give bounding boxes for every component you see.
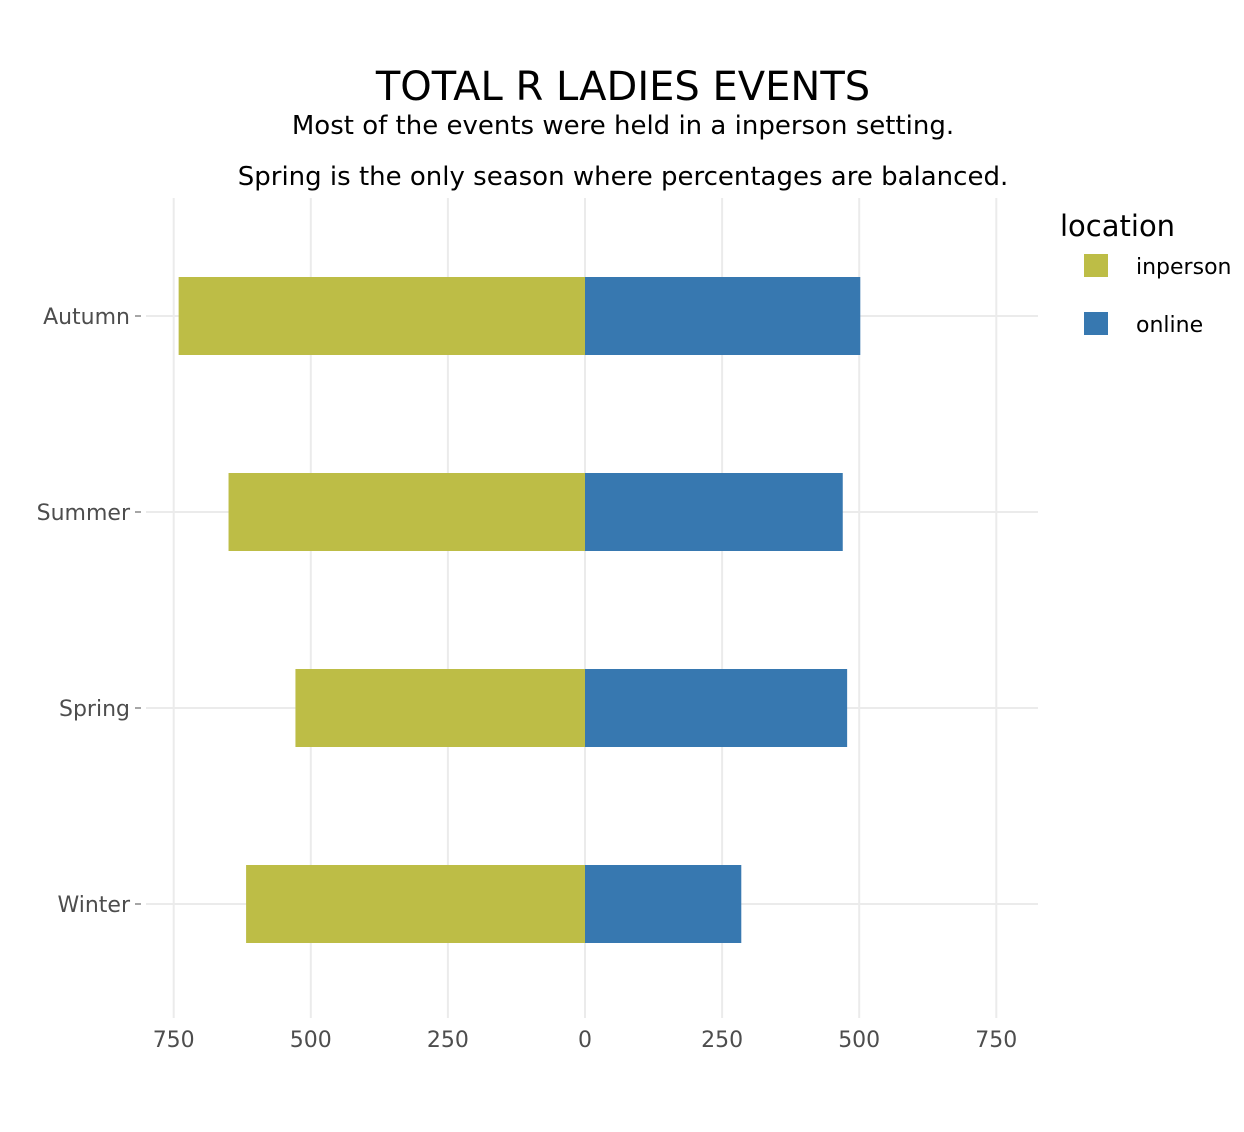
y-axis-tick-labels: Autumn Summer Spring Winter	[37, 305, 141, 918]
bar-online-summer	[585, 473, 843, 551]
chart-title: TOTAL R LADIES EVENTS	[375, 64, 870, 110]
y-tick-label: Spring	[59, 697, 130, 722]
bar-inperson-spring	[295, 669, 585, 747]
x-axis-tick-labels: 750 500 250 0 250 500 750	[153, 1028, 1018, 1053]
x-tick-label: 750	[975, 1028, 1017, 1053]
x-tick-label: 0	[578, 1028, 592, 1053]
y-tick-label: Autumn	[43, 305, 130, 330]
bar-online-spring	[585, 669, 848, 747]
bar-inperson-summer	[228, 473, 586, 551]
x-tick-label: 750	[153, 1028, 195, 1053]
legend-label-online: online	[1136, 313, 1203, 338]
bars	[178, 277, 861, 943]
bar-online-autumn	[585, 277, 861, 355]
legend-swatch-online	[1084, 312, 1108, 335]
bar-inperson-autumn	[178, 277, 585, 355]
y-tick-label: Winter	[57, 893, 130, 918]
legend: location inperson online	[1060, 209, 1231, 338]
x-tick-label: 250	[701, 1028, 743, 1053]
legend-swatch-inperson	[1084, 254, 1108, 277]
bar-online-winter	[585, 865, 742, 943]
y-tick-label: Summer	[37, 501, 131, 526]
x-tick-label: 500	[838, 1028, 880, 1053]
x-tick-label: 500	[290, 1028, 332, 1053]
legend-title: location	[1060, 209, 1175, 243]
bar-inperson-winter	[246, 865, 585, 943]
chart-subtitle-line-1: Most of the events were held in a inpers…	[292, 111, 954, 141]
chart-subtitle-line-2: Spring is the only season where percenta…	[238, 162, 1008, 192]
legend-label-inperson: inperson	[1136, 255, 1231, 280]
x-tick-label: 250	[427, 1028, 469, 1053]
